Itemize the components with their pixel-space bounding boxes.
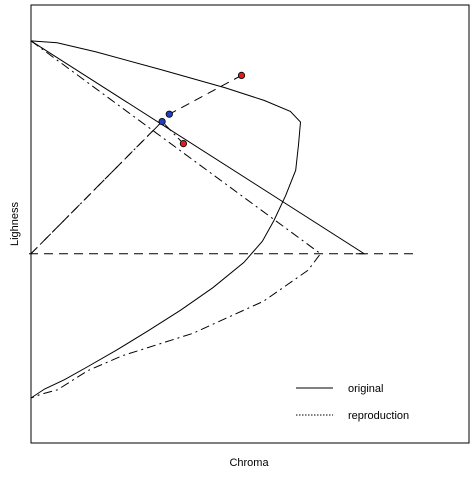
series-line-0 [30, 40, 302, 399]
series-layer [29, 40, 419, 399]
x-axis-label: Chroma [229, 457, 269, 469]
data-point-2 [165, 110, 173, 118]
legend: original reproduction [296, 383, 409, 422]
data-point-0 [237, 71, 246, 80]
data-point-3 [158, 118, 166, 126]
y-axis-label: Lighness [9, 201, 21, 246]
series-line-2 [30, 40, 322, 399]
plot-frame [30, 4, 470, 444]
series-line-4 [30, 74, 242, 255]
legend-label-reproduction: reproduction [348, 410, 409, 422]
data-point-1 [179, 140, 187, 148]
points-layer [158, 71, 246, 148]
legend-label-original: original [348, 383, 383, 395]
series-line-5 [30, 120, 184, 255]
series-line-1 [30, 40, 366, 255]
